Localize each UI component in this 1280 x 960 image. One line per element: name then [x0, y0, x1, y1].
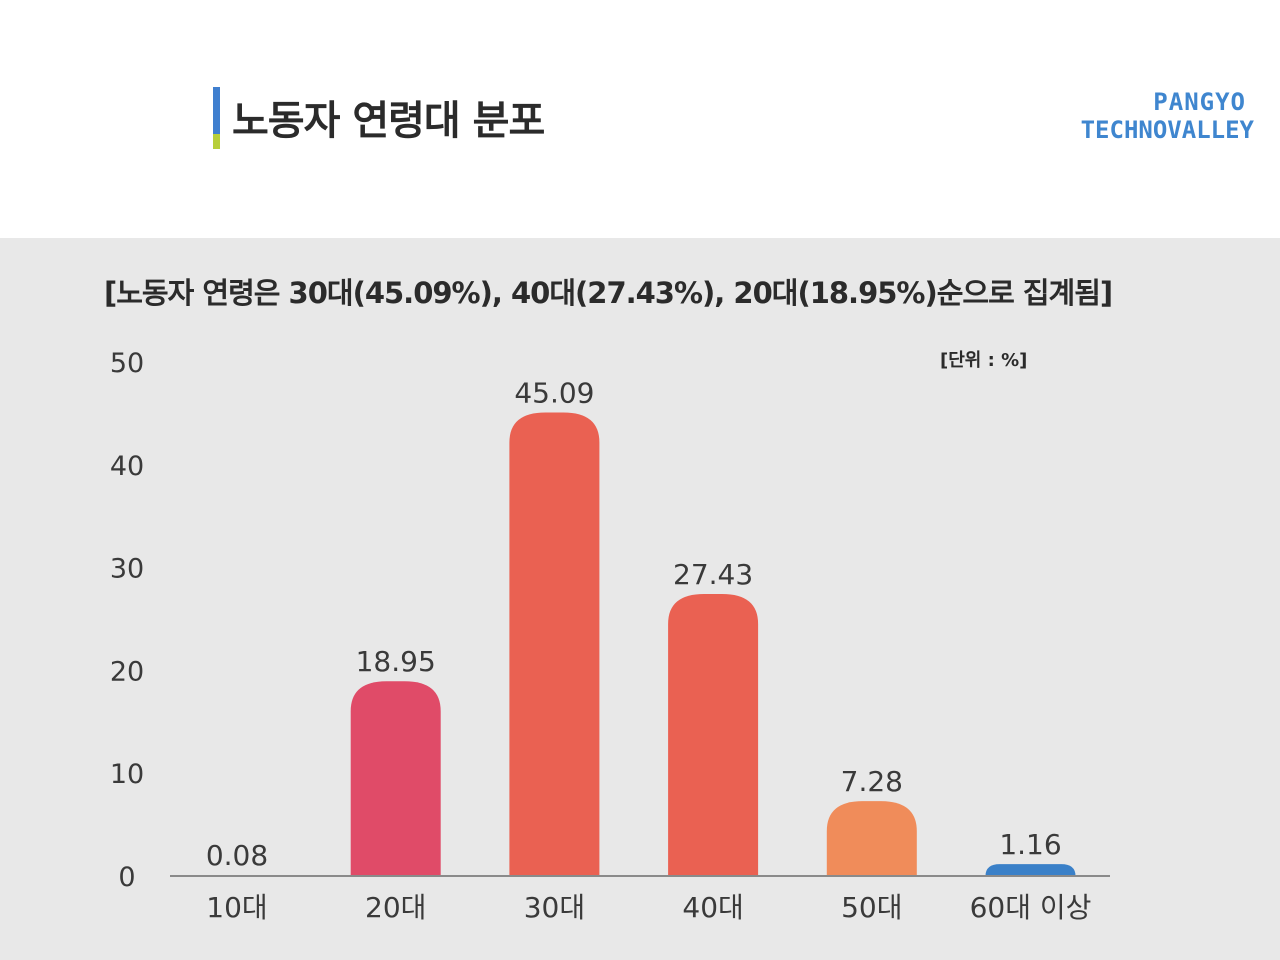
x-tick-label: 40대	[682, 891, 743, 924]
data-label: 27.43	[673, 558, 753, 591]
x-tick-label: 50대	[841, 891, 902, 924]
y-tick-label: 20	[110, 656, 144, 687]
unit-label: [단위 : %]	[940, 350, 1028, 371]
bar-4	[668, 594, 759, 876]
y-tick-label: 0	[118, 862, 135, 893]
logo-line1: PANGYO	[1153, 88, 1246, 116]
logo-line2: TECHNOVALLEY	[1080, 116, 1254, 144]
page-title: 노동자 연령대 분포	[232, 98, 545, 144]
title-accent-bar	[213, 87, 220, 134]
bar-5	[826, 801, 917, 876]
chart-panel	[0, 238, 1280, 960]
title-accent-bar-bottom	[213, 134, 220, 149]
y-tick-label: 10	[110, 759, 144, 790]
data-label: 1.16	[999, 828, 1061, 861]
y-tick-label: 30	[110, 554, 144, 585]
bar-2	[350, 681, 441, 876]
bar-3	[509, 412, 600, 876]
bar-6	[985, 864, 1076, 876]
y-tick-label: 50	[110, 348, 144, 379]
data-label: 45.09	[514, 376, 594, 409]
data-label: 18.95	[356, 645, 436, 678]
x-tick-label: 60대 이상	[970, 891, 1092, 924]
chart-title: [노동자 연령은 30대(45.09%), 40대(27.43%), 20대(1…	[104, 276, 1113, 310]
x-tick-label: 30대	[524, 891, 585, 924]
x-tick-label: 20대	[365, 891, 426, 924]
data-label: 0.08	[206, 839, 268, 872]
x-tick-label: 10대	[206, 891, 267, 924]
data-label: 7.28	[841, 765, 903, 798]
y-tick-label: 40	[110, 451, 144, 482]
pangyo-logo: PANGYO TECHNOVALLEY	[1081, 88, 1254, 144]
